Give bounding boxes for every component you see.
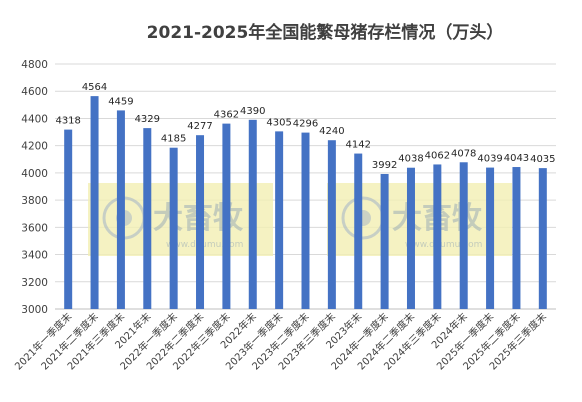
bar bbox=[301, 132, 310, 309]
y-tick-label: 4000 bbox=[21, 168, 48, 180]
bars bbox=[64, 96, 547, 310]
data-label: 4277 bbox=[187, 121, 212, 132]
y-axis-ticks: 3000 3200 3400 3600 3800 4000 4200 4400 4600 4800 bbox=[21, 59, 48, 316]
data-label: 3992 bbox=[372, 160, 397, 171]
watermark-logo: 大畜牧www.dxumu.com bbox=[88, 183, 273, 256]
y-tick-label: 4200 bbox=[21, 141, 48, 153]
bar bbox=[169, 147, 178, 309]
data-label: 4329 bbox=[135, 114, 160, 125]
data-label: 4305 bbox=[266, 117, 291, 128]
bar bbox=[327, 140, 336, 309]
y-tick-label: 3600 bbox=[21, 222, 48, 234]
bar bbox=[248, 119, 257, 309]
y-tick-label: 4800 bbox=[21, 59, 48, 71]
data-label: 4038 bbox=[398, 154, 423, 165]
y-tick-label: 4600 bbox=[21, 86, 48, 98]
bar bbox=[222, 123, 231, 309]
bar bbox=[380, 173, 389, 309]
bar bbox=[64, 129, 73, 309]
data-label: 4185 bbox=[161, 134, 186, 145]
bar bbox=[275, 131, 284, 309]
y-tick-label: 3000 bbox=[21, 304, 48, 316]
bar bbox=[406, 167, 415, 309]
chart-title: 2021-2025年全国能繁母猪存栏情况（万头） bbox=[147, 22, 504, 43]
y-tick-label: 3800 bbox=[21, 195, 48, 207]
bar bbox=[512, 167, 521, 309]
bar bbox=[143, 128, 152, 309]
data-label: 4564 bbox=[82, 82, 107, 93]
bar bbox=[459, 162, 468, 309]
bar bbox=[433, 164, 442, 309]
y-tick-label: 4400 bbox=[21, 113, 48, 125]
data-label: 4062 bbox=[425, 150, 450, 161]
bar bbox=[538, 168, 547, 309]
bar bbox=[196, 135, 205, 309]
bar bbox=[486, 167, 495, 309]
y-tick-label: 3200 bbox=[21, 277, 48, 289]
data-label: 4142 bbox=[346, 140, 371, 151]
bar bbox=[354, 153, 363, 309]
svg-text:www.dxumu.com: www.dxumu.com bbox=[405, 240, 482, 250]
data-label: 4318 bbox=[55, 116, 80, 127]
svg-text:www.dxumu.com: www.dxumu.com bbox=[166, 240, 243, 250]
bar bbox=[90, 96, 99, 309]
bar bbox=[116, 110, 125, 310]
x-axis-ticks: 2021年一季度末2021年二季度末2021年三季度末2021年末2022年一季… bbox=[12, 310, 549, 373]
data-label: 4362 bbox=[214, 110, 239, 121]
data-label: 4039 bbox=[477, 154, 502, 165]
watermark: 大畜牧www.dxumu.com大畜牧www.dxumu.com bbox=[88, 183, 512, 256]
y-tick-label: 3400 bbox=[21, 250, 48, 262]
data-label: 4035 bbox=[530, 154, 555, 165]
data-label: 4390 bbox=[240, 106, 265, 117]
data-label: 4296 bbox=[293, 119, 318, 130]
data-label: 4043 bbox=[504, 153, 529, 164]
data-label: 4078 bbox=[451, 148, 476, 159]
data-label: 4459 bbox=[108, 96, 133, 107]
data-label: 4240 bbox=[319, 126, 344, 137]
